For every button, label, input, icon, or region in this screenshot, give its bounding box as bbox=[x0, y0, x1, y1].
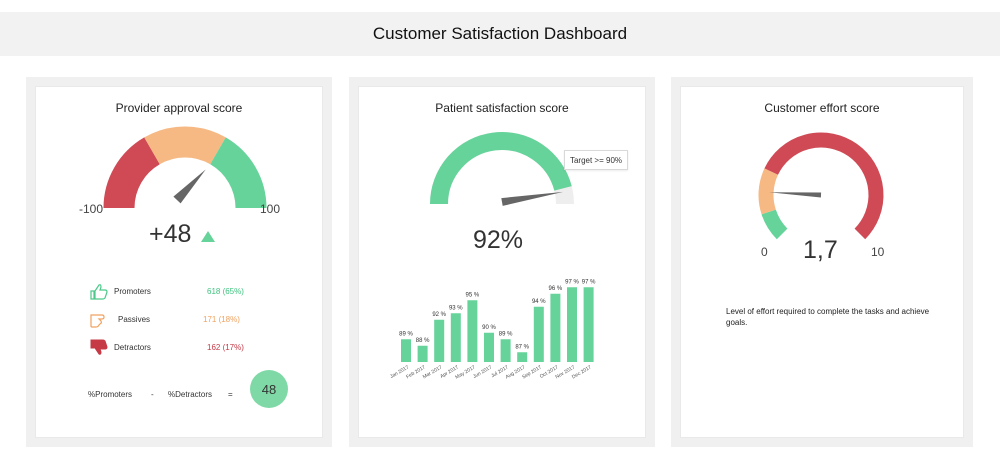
thumbs-down-icon bbox=[90, 339, 108, 355]
effort-description: Level of effort required to complete the… bbox=[726, 307, 930, 327]
bar bbox=[450, 313, 461, 362]
patient-gauge bbox=[430, 132, 574, 206]
patient-percent: 92% bbox=[473, 226, 524, 254]
pointing-hand-icon bbox=[90, 314, 105, 328]
provider-approval-title: Provider approval score bbox=[115, 101, 243, 115]
provider-gauge bbox=[103, 126, 267, 209]
bar-value-label: 94 % bbox=[532, 299, 546, 305]
legend-promoters: Promoters 618 (65%) bbox=[88, 282, 244, 300]
thumbs-up-icon bbox=[90, 284, 108, 300]
gauge-max-label: 10 bbox=[871, 245, 885, 259]
customer-effort-title: Customer effort score bbox=[764, 101, 880, 115]
bar-value-label: 92 % bbox=[432, 312, 446, 318]
bar-value-label: 87 % bbox=[515, 344, 529, 350]
bar-value-label: 96 % bbox=[549, 286, 563, 292]
target-tooltip: Target >= 90% bbox=[564, 150, 628, 170]
bar-value-label: 89 % bbox=[499, 331, 513, 337]
effort-gauge bbox=[758, 132, 884, 240]
legend-value: 618 (65%) bbox=[207, 286, 244, 296]
bar bbox=[533, 306, 544, 362]
bar-value-label: 95 % bbox=[466, 292, 480, 298]
formula-equals: = bbox=[228, 390, 233, 399]
legend-value: 162 (17%) bbox=[207, 342, 244, 352]
provider-score: +48 bbox=[149, 220, 192, 248]
bar-value-label: 97 % bbox=[565, 279, 579, 285]
patient-satisfaction-card: Patient satisfaction score Target >= 90%… bbox=[358, 86, 646, 438]
bar bbox=[401, 339, 411, 362]
customer-effort-card: Customer effort score 0 10 1,7 Level of … bbox=[680, 86, 964, 438]
gauge-min-label: -100 bbox=[79, 202, 104, 216]
gauge-fill bbox=[430, 132, 572, 205]
patient-satisfaction-panel: Patient satisfaction score Target >= 90%… bbox=[349, 77, 655, 447]
x-tick-label: Jun 2017 bbox=[472, 364, 493, 380]
nps-result-badge: 48 bbox=[250, 370, 288, 408]
customer-effort-panel: Customer effort score 0 10 1,7 Level of … bbox=[671, 77, 973, 447]
bar bbox=[500, 339, 511, 362]
bar bbox=[517, 352, 528, 362]
gauge-segment-passives bbox=[144, 126, 226, 165]
bar bbox=[550, 293, 561, 362]
gauge-needle bbox=[769, 192, 822, 198]
gauge-segment-high bbox=[764, 132, 884, 240]
gauge-needle bbox=[501, 191, 564, 206]
page-title: Customer Satisfaction Dashboard bbox=[372, 24, 628, 43]
formula-promoters: %Promoters bbox=[88, 390, 133, 399]
legend-label: Detractors bbox=[114, 342, 151, 352]
bar bbox=[583, 287, 594, 362]
formula-minus: - bbox=[151, 390, 154, 399]
gauge-segment-low bbox=[761, 209, 788, 240]
provider-approval-panel: Provider approval score -100 100 +48 Pro… bbox=[26, 77, 332, 447]
legend-passives: Passives 171 (18%) bbox=[88, 310, 240, 328]
bar-value-label: 89 % bbox=[399, 331, 413, 337]
legend-value: 171 (18%) bbox=[203, 314, 240, 324]
dashboard-header: Customer Satisfaction Dashboard bbox=[0, 12, 1000, 56]
gauge-needle bbox=[173, 169, 206, 204]
gauge-segment-detractors bbox=[103, 137, 161, 209]
legend-label: Passives bbox=[118, 314, 151, 324]
gauge-segment-promoters bbox=[209, 137, 267, 209]
formula-detractors: %Detractors bbox=[168, 390, 213, 399]
bar bbox=[417, 345, 428, 362]
bar-value-label: 97 % bbox=[582, 279, 596, 285]
bar-value-label: 93 % bbox=[449, 305, 463, 311]
triangle-up-icon bbox=[201, 231, 215, 242]
provider-approval-card: Provider approval score -100 100 +48 Pro… bbox=[35, 86, 323, 438]
legend-label: Promoters bbox=[114, 286, 151, 296]
gauge-min-label: 0 bbox=[761, 245, 768, 259]
gauge-max-label: 100 bbox=[260, 202, 281, 216]
legend-detractors: Detractors 162 (17%) bbox=[88, 338, 244, 356]
bar bbox=[434, 319, 445, 362]
bar-value-label: 90 % bbox=[482, 325, 496, 331]
bar bbox=[567, 287, 577, 362]
bar-value-label: 88 % bbox=[416, 338, 430, 344]
bar bbox=[484, 332, 494, 362]
patient-satisfaction-title: Patient satisfaction score bbox=[435, 101, 569, 115]
effort-value: 1,7 bbox=[803, 236, 838, 264]
bar bbox=[467, 300, 478, 362]
gauge-segment-medium bbox=[758, 168, 779, 215]
